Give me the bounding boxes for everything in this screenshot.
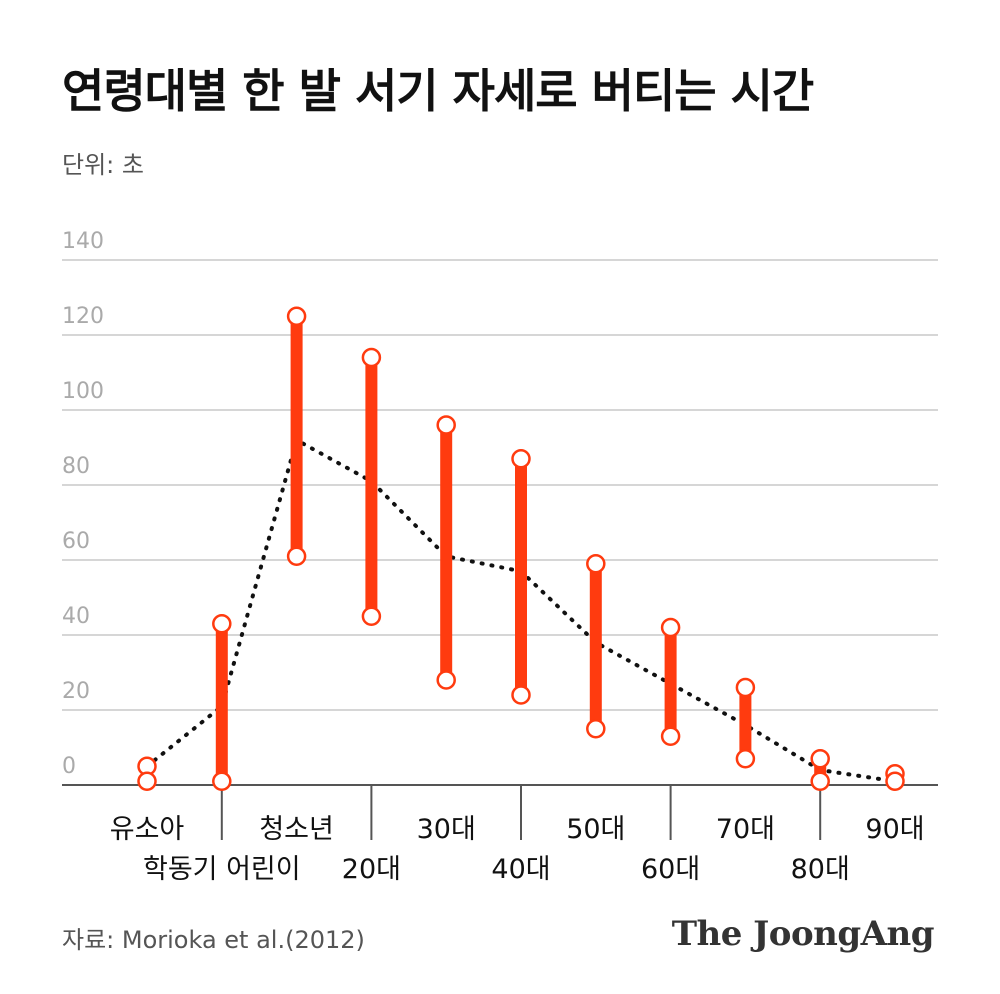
range-low-point-0 [137,771,157,791]
range-high-point-4 [436,415,456,435]
range-endpoints [137,306,905,791]
y-tick-label-20: 20 [62,679,90,704]
category-label-7: 60대 [641,854,700,885]
range-bars [141,316,901,782]
category-label-3: 20대 [342,854,401,885]
gridlines [62,259,938,786]
range-low-point-5 [511,685,531,705]
category-label-5: 40대 [491,854,550,885]
range-high-point-2 [286,306,307,326]
range-high-point-3 [361,347,382,368]
y-tick-label-100: 100 [62,379,104,404]
y-tick-label-60: 60 [62,529,90,554]
brand-logo: The JoongAng [671,914,935,954]
category-dividers [220,785,822,840]
y-tick-label-0: 0 [62,754,76,779]
y-tick-label-80: 80 [62,454,90,479]
range-low-point-2 [286,546,307,566]
category-label-0: 유소아 [110,814,185,845]
source-note: 자료: Morioka et al.(2012) [62,926,365,954]
range-low-point-3 [361,606,382,626]
y-tick-label-140: 140 [62,229,104,254]
category-label-1: 학동기 어린이 [143,854,301,885]
chart-title: 연령대별 한 발 서기 자세로 버티는 시간 [62,64,814,118]
range-high-point-6 [586,554,606,574]
category-label-8: 70대 [716,814,775,845]
range-high-point-1 [212,614,232,634]
category-label-4: 30대 [417,814,476,845]
category-label-10: 90대 [865,814,924,845]
range-low-point-1 [212,771,232,791]
y-tick-label-40: 40 [62,604,90,629]
range-low-point-6 [586,719,606,739]
y-tick-label-120: 120 [62,304,104,329]
range-high-point-7 [660,617,681,638]
y-tick-labels: 0 20 40 60 80 100 120 140 [62,229,104,779]
range-low-point-9 [810,771,830,791]
category-label-6: 50대 [566,814,625,845]
unit-label: 단위: 초 [62,151,144,179]
range-low-point-4 [436,670,456,690]
range-high-point-8 [735,677,756,698]
range-low-point-10 [885,771,905,791]
category-label-9: 80대 [791,854,850,885]
range-low-point-8 [735,749,756,769]
range-low-point-7 [660,726,681,746]
range-high-point-9 [810,749,830,769]
range-high-point-5 [511,449,531,469]
category-label-2: 청소년 [259,814,334,845]
